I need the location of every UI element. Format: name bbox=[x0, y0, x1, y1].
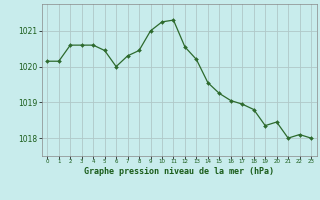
X-axis label: Graphe pression niveau de la mer (hPa): Graphe pression niveau de la mer (hPa) bbox=[84, 167, 274, 176]
